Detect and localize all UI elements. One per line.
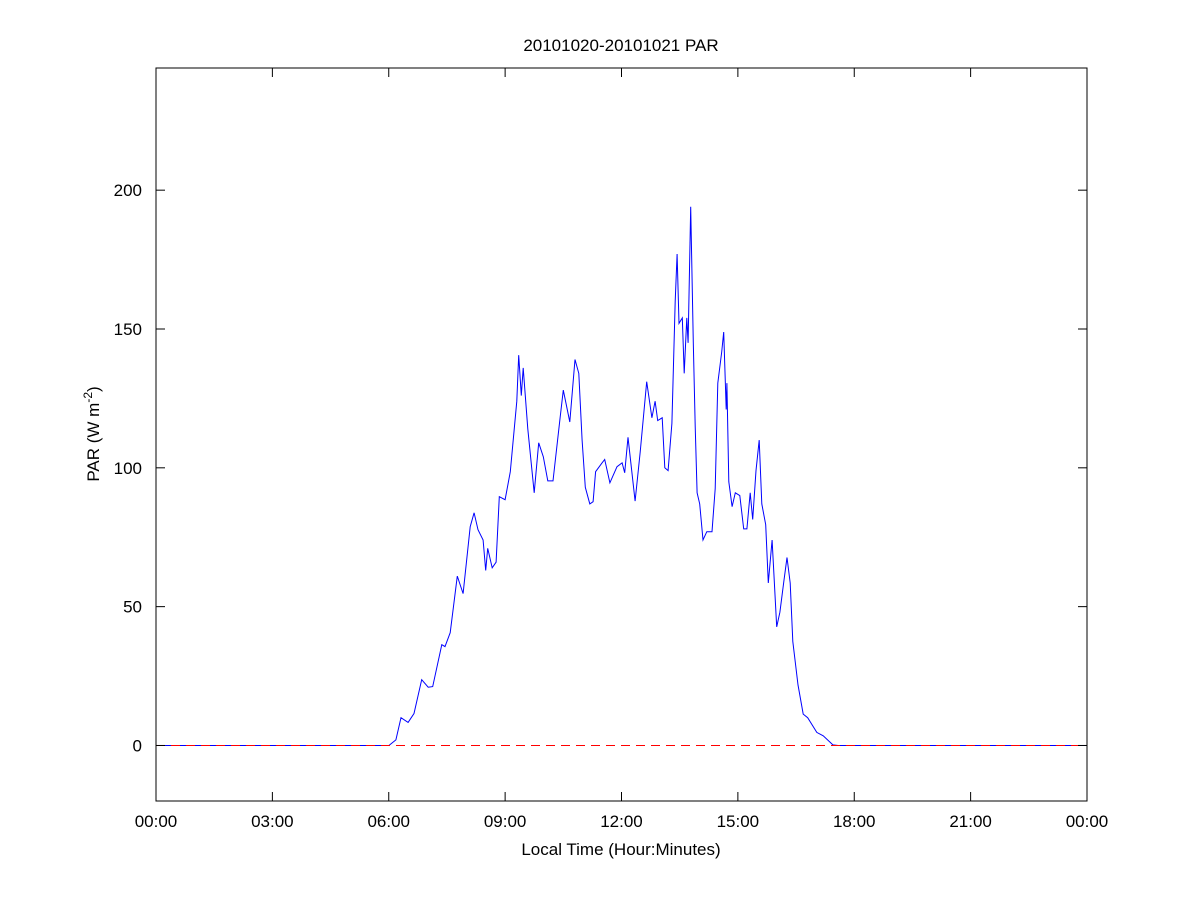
y-tick-label: 150 bbox=[114, 320, 142, 339]
par-series-line bbox=[156, 206, 1087, 746]
x-tick-label: 06:00 bbox=[367, 812, 410, 831]
x-tick-label: 00:00 bbox=[1066, 812, 1109, 831]
series-layer bbox=[156, 206, 1087, 746]
ticks-layer: 00:00 03:00 06:00 09:00 12:00 15:00 18:00 21:00… bbox=[114, 68, 1109, 831]
y-axis-label: PAR (W m-2) bbox=[81, 386, 103, 481]
x-tick-label: 00:00 bbox=[135, 812, 178, 831]
x-tick-label: 12:00 bbox=[600, 812, 643, 831]
y-tick-label: 0 bbox=[133, 736, 142, 755]
x-tick-label: 09:00 bbox=[484, 812, 527, 831]
x-axis-label: Local Time (Hour:Minutes) bbox=[521, 840, 720, 859]
y-tick-label: 100 bbox=[114, 459, 142, 478]
chart-title: 20101020-20101021 PAR bbox=[523, 36, 718, 55]
x-tick-label: 15:00 bbox=[717, 812, 760, 831]
x-tick-label: 18:00 bbox=[833, 812, 876, 831]
y-axis-label-suffix: ) bbox=[84, 386, 103, 392]
y-tick-label: 50 bbox=[123, 598, 142, 617]
x-tick-label: 03:00 bbox=[251, 812, 294, 831]
y-axis-label-superscript: -2 bbox=[81, 392, 95, 403]
y-tick-label: 200 bbox=[114, 181, 142, 200]
x-tick-label: 21:00 bbox=[949, 812, 992, 831]
y-axis-label-main: PAR (W m bbox=[84, 403, 103, 482]
